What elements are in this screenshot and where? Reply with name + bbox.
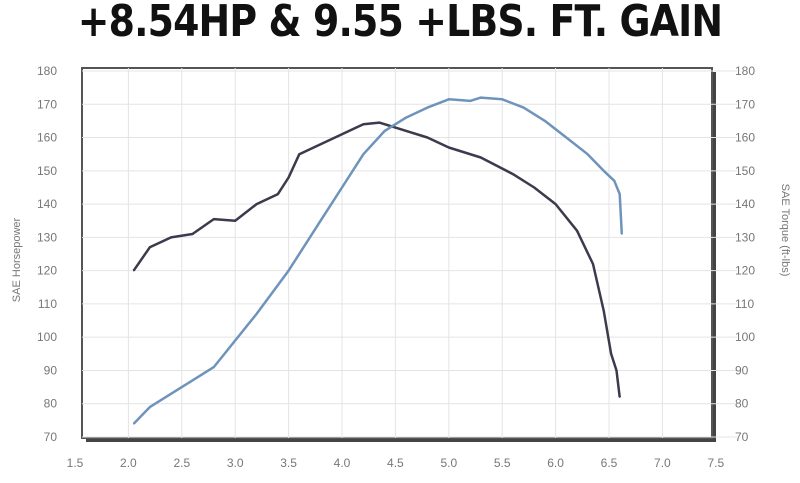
data-point	[287, 269, 290, 272]
data-point	[565, 136, 568, 139]
data-point	[298, 153, 301, 155]
data-point	[544, 120, 546, 122]
data-point	[613, 180, 616, 182]
data-point	[378, 121, 381, 124]
y2-tick-label: 180	[735, 64, 755, 78]
data-point	[319, 143, 322, 145]
x-tick-label: 3.0	[227, 456, 244, 470]
x-tick-label: 3.5	[280, 456, 297, 470]
data-point	[480, 156, 482, 159]
x-tick-label: 2.5	[173, 456, 190, 470]
data-point	[618, 396, 621, 398]
x-tick-label: 6.5	[601, 456, 618, 470]
y-tick-label: 70	[44, 430, 58, 444]
y2-tick-label: 70	[735, 430, 749, 444]
data-point	[554, 203, 557, 205]
data-point	[512, 173, 514, 175]
x-tick-label: 1.5	[67, 456, 84, 470]
data-point	[234, 339, 236, 342]
x-tick-label: 7.5	[707, 456, 724, 470]
y-tick-label: 80	[44, 397, 58, 411]
y-tick-label: 150	[37, 164, 57, 178]
y-tick-label: 180	[37, 64, 57, 78]
data-point	[132, 269, 135, 272]
y2-tick-label: 90	[735, 363, 749, 377]
chart-title: +8.54HP & 9.55 +LBS. FT. GAIN	[77, 0, 723, 47]
data-point	[148, 406, 151, 408]
data-point	[586, 153, 589, 155]
data-point	[426, 106, 429, 109]
plot-frame	[81, 67, 713, 439]
data-point	[213, 218, 215, 220]
data-point	[610, 353, 612, 355]
data-point	[592, 263, 594, 265]
y-tick-label: 140	[37, 197, 57, 211]
data-point	[448, 146, 450, 149]
y2-tick-label: 160	[735, 131, 755, 145]
data-point	[469, 100, 471, 102]
data-point	[255, 203, 258, 205]
data-point	[287, 176, 290, 179]
data-point	[181, 386, 183, 388]
y2-tick-label: 140	[735, 197, 755, 211]
data-point	[255, 313, 258, 315]
data-point	[602, 309, 605, 312]
y-tick-label: 100	[37, 330, 57, 344]
data-point	[533, 186, 536, 189]
y2-tick-label: 110	[735, 297, 754, 311]
data-point	[362, 123, 365, 126]
data-point	[132, 422, 135, 425]
data-point	[319, 219, 322, 222]
y-tick-label: 160	[37, 131, 57, 145]
data-point	[522, 106, 525, 109]
data-point	[501, 98, 504, 101]
data-point	[576, 229, 578, 232]
horsepower-series	[132, 121, 621, 398]
data-point	[191, 233, 194, 235]
torque-series	[132, 96, 624, 425]
y-tick-label: 90	[44, 363, 58, 377]
y2-tick-label: 100	[735, 330, 755, 344]
data-point	[602, 170, 605, 172]
y2-tick-label: 120	[735, 264, 755, 278]
y-tick-label: 110	[38, 297, 57, 311]
data-point	[170, 236, 172, 239]
y-tick-label: 120	[37, 264, 57, 278]
x-tick-label: 4.5	[387, 456, 404, 470]
data-point	[148, 246, 151, 249]
data-point	[448, 98, 450, 101]
x-tick-label: 2.0	[120, 456, 137, 470]
data-point	[615, 369, 618, 372]
data-point	[277, 193, 279, 195]
data-point	[426, 136, 429, 139]
data-point	[394, 126, 397, 129]
x-tick-label: 7.0	[654, 456, 671, 470]
data-point	[480, 96, 482, 99]
x-tick-label: 6.0	[547, 456, 564, 470]
y2-tick-label: 80	[735, 397, 749, 411]
data-point	[341, 133, 343, 136]
x-tick-label: 4.0	[334, 456, 351, 470]
data-point	[234, 219, 236, 222]
y2-tick-label: 150	[735, 164, 755, 178]
data-point	[383, 130, 386, 132]
y2-tick-label: 130	[735, 230, 755, 244]
data-point	[213, 366, 215, 368]
y2-axis-label: SAE Torque (ft-lbs)	[779, 184, 791, 277]
data-point	[405, 116, 407, 119]
y-tick-label: 170	[37, 97, 57, 111]
y-tick-label: 130	[37, 230, 57, 244]
y2-tick-label: 170	[735, 97, 755, 111]
data-point	[341, 186, 343, 189]
data-point	[621, 233, 623, 235]
x-tick-label: 5.5	[494, 456, 511, 470]
x-tick-label: 5.0	[440, 456, 457, 470]
y-axis-label: SAE Horsepower	[11, 217, 23, 302]
data-point	[618, 193, 621, 195]
data-point	[362, 153, 365, 155]
